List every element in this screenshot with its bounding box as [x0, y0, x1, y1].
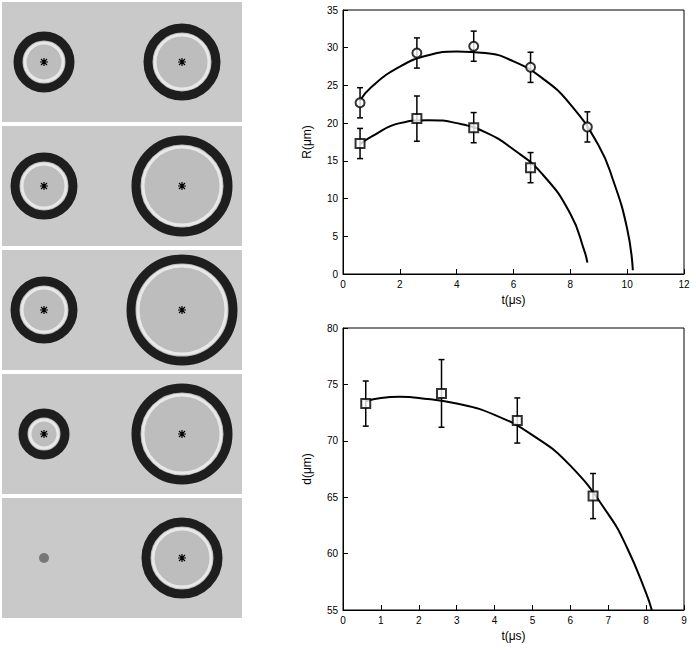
- svg-text:30: 30: [327, 42, 339, 53]
- svg-text:6: 6: [511, 279, 517, 290]
- svg-text:55: 55: [327, 605, 339, 616]
- svg-text:15: 15: [327, 155, 339, 166]
- svg-text:8: 8: [568, 279, 574, 290]
- svg-text:0: 0: [340, 279, 346, 290]
- svg-text:5: 5: [530, 615, 536, 626]
- svg-text:4: 4: [492, 615, 498, 626]
- svg-text:12: 12: [678, 279, 690, 290]
- svg-text:4: 4: [454, 279, 460, 290]
- svg-text:20: 20: [327, 118, 339, 129]
- svg-text:5: 5: [332, 231, 338, 242]
- svg-text:2: 2: [397, 279, 403, 290]
- svg-text:65: 65: [327, 492, 339, 503]
- svg-text:25: 25: [327, 80, 339, 91]
- svg-text:t(μs): t(μs): [501, 293, 525, 307]
- svg-text:9: 9: [681, 615, 687, 626]
- svg-text:70: 70: [327, 435, 339, 446]
- svg-text:35: 35: [327, 5, 339, 16]
- svg-text:60: 60: [327, 548, 339, 559]
- svg-text:10: 10: [327, 193, 339, 204]
- svg-text:0: 0: [340, 615, 346, 626]
- svg-text:80: 80: [327, 323, 339, 334]
- svg-text:75: 75: [327, 379, 339, 390]
- svg-text:10: 10: [622, 279, 634, 290]
- svg-text:0: 0: [332, 269, 338, 280]
- svg-text:1: 1: [378, 615, 384, 626]
- svg-text:2: 2: [416, 615, 422, 626]
- svg-text:R(μm): R(μm): [300, 125, 314, 159]
- svg-text:7: 7: [605, 615, 611, 626]
- svg-text:6: 6: [568, 615, 574, 626]
- svg-text:8: 8: [643, 615, 649, 626]
- svg-text:d(μm): d(μm): [300, 453, 314, 485]
- svg-text:t(μs): t(μs): [501, 629, 525, 643]
- svg-text:3: 3: [454, 615, 460, 626]
